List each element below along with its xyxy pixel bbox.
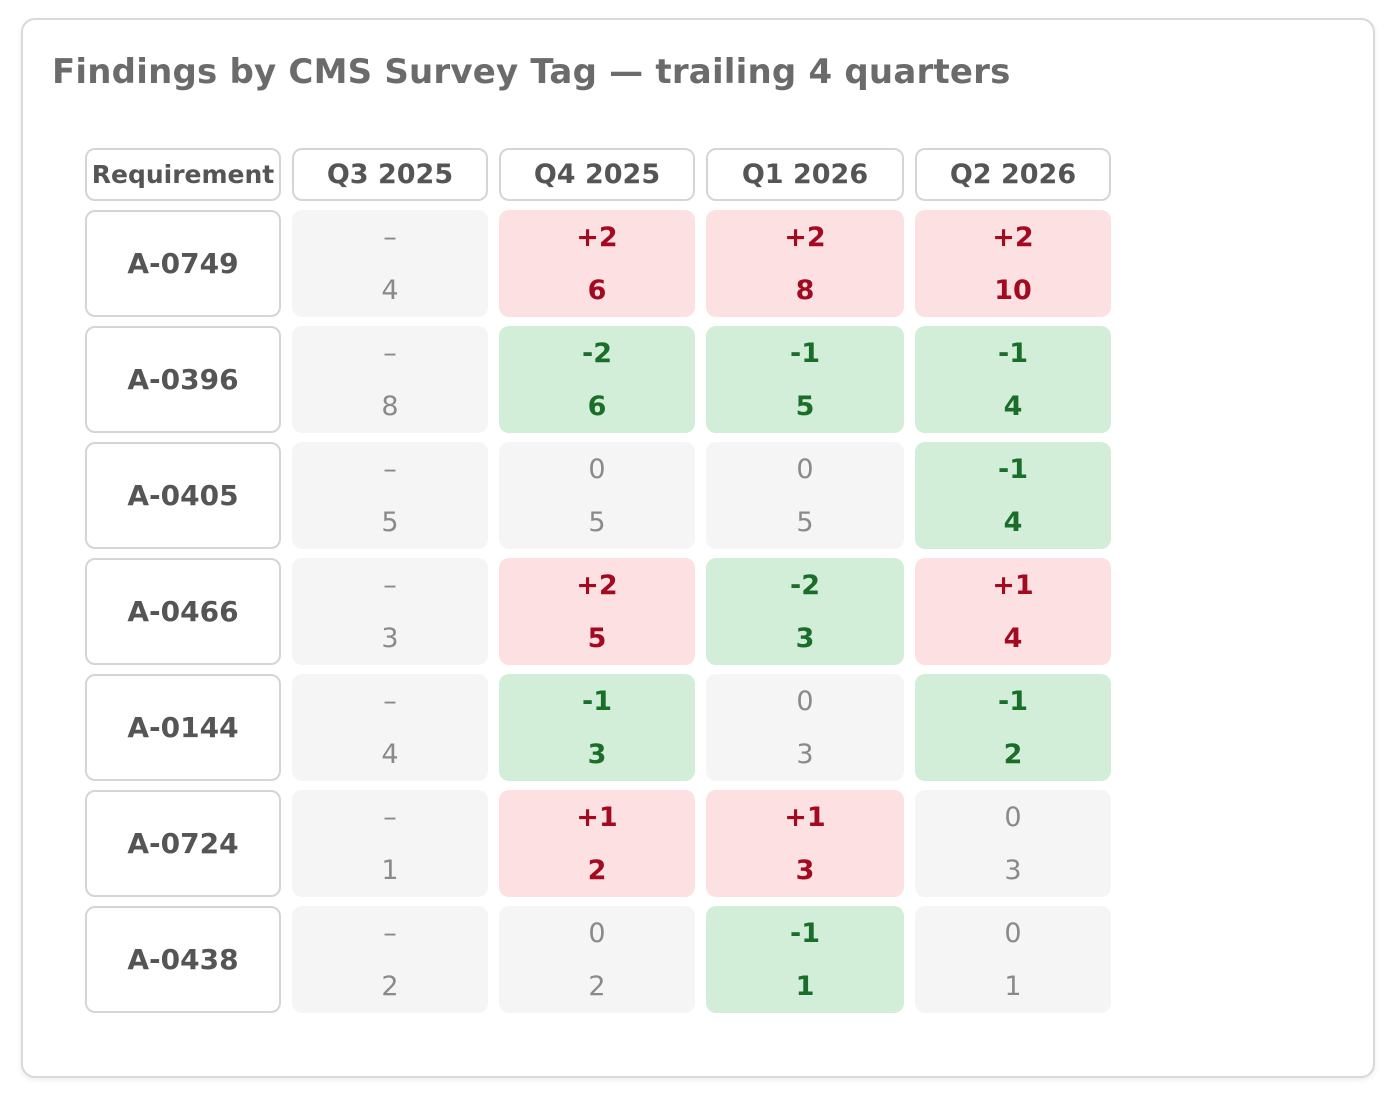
cell-delta: -2 xyxy=(582,338,612,369)
cell-delta: – xyxy=(383,686,397,717)
cell-delta: -1 xyxy=(998,454,1028,485)
cell-delta: – xyxy=(383,222,397,253)
cell-value: 6 xyxy=(587,275,607,306)
table-cell: -1 5 xyxy=(706,326,904,433)
cell-value: 1 xyxy=(795,971,815,1002)
row-label: A-0724 xyxy=(85,790,281,897)
table-cell: –1 xyxy=(292,790,488,897)
table-cell: +1 3 xyxy=(706,790,904,897)
cell-value: 3 xyxy=(795,623,815,654)
table-cell: -1 1 xyxy=(706,906,904,1013)
table-cell: –5 xyxy=(292,442,488,549)
cell-delta: 0 xyxy=(588,918,606,949)
table-cell: +1 4 xyxy=(915,558,1111,665)
table-cell: -1 4 xyxy=(915,442,1111,549)
cell-delta: +2 xyxy=(784,222,826,253)
cell-delta: -2 xyxy=(790,570,820,601)
cell-value: 5 xyxy=(588,507,606,538)
table-cell: +2 8 xyxy=(706,210,904,317)
cell-value: 6 xyxy=(587,391,607,422)
header-q1-2026: Q1 2026 xyxy=(706,148,904,201)
cell-delta: 0 xyxy=(588,454,606,485)
cell-value: 5 xyxy=(795,391,815,422)
cell-delta: -1 xyxy=(790,338,820,369)
cell-value: 3 xyxy=(1004,855,1022,886)
cell-delta: -1 xyxy=(998,338,1028,369)
table-cell: -1 4 xyxy=(915,326,1111,433)
cell-value: 5 xyxy=(796,507,814,538)
cell-delta: +1 xyxy=(576,802,618,833)
cell-value: 3 xyxy=(381,623,399,654)
cell-delta: – xyxy=(383,802,397,833)
cell-value: 4 xyxy=(1003,507,1023,538)
cell-delta: 0 xyxy=(796,686,814,717)
cell-value: 2 xyxy=(587,855,607,886)
row-label: A-0466 xyxy=(85,558,281,665)
findings-table: Requirement Q3 2025 Q4 2025 Q1 2026 Q2 2… xyxy=(85,148,1111,1013)
table-cell: –2 xyxy=(292,906,488,1013)
cell-value: 5 xyxy=(381,507,399,538)
table-cell: –3 xyxy=(292,558,488,665)
table-cell: -1 2 xyxy=(915,674,1111,781)
cell-delta: +1 xyxy=(992,570,1034,601)
cell-value: 8 xyxy=(381,391,399,422)
table-cell: -2 3 xyxy=(706,558,904,665)
table-cell: -1 3 xyxy=(499,674,695,781)
header-q3-2025: Q3 2025 xyxy=(292,148,488,201)
table-cell: +2 10 xyxy=(915,210,1111,317)
cell-value: 10 xyxy=(994,275,1032,306)
table-cell: +2 6 xyxy=(499,210,695,317)
cell-value: 2 xyxy=(1003,739,1023,770)
row-label: A-0438 xyxy=(85,906,281,1013)
table-cell: –4 xyxy=(292,674,488,781)
row-label: A-0405 xyxy=(85,442,281,549)
cell-delta: +2 xyxy=(576,570,618,601)
cell-value: 2 xyxy=(381,971,399,1002)
cell-delta: 0 xyxy=(1004,918,1022,949)
cell-delta: – xyxy=(383,338,397,369)
cell-value: 3 xyxy=(587,739,607,770)
row-label: A-0749 xyxy=(85,210,281,317)
cell-delta: 0 xyxy=(1004,802,1022,833)
table-cell: +2 5 xyxy=(499,558,695,665)
cell-delta: – xyxy=(383,454,397,485)
cell-value: 4 xyxy=(381,739,399,770)
cell-delta: +2 xyxy=(576,222,618,253)
table-cell: -2 6 xyxy=(499,326,695,433)
header-q4-2025: Q4 2025 xyxy=(499,148,695,201)
chart-title: Findings by CMS Survey Tag — trailing 4 … xyxy=(52,52,1011,92)
table-cell: –4 xyxy=(292,210,488,317)
table-cell: +1 2 xyxy=(499,790,695,897)
cell-value: 4 xyxy=(1003,391,1023,422)
cell-value: 1 xyxy=(381,855,399,886)
cell-value: 3 xyxy=(795,855,815,886)
header-q2-2026: Q2 2026 xyxy=(915,148,1111,201)
cell-delta: +2 xyxy=(992,222,1034,253)
cell-value: 2 xyxy=(588,971,606,1002)
cell-value: 8 xyxy=(795,275,815,306)
cell-delta: +1 xyxy=(784,802,826,833)
table-cell: –8 xyxy=(292,326,488,433)
cell-delta: -1 xyxy=(790,918,820,949)
cell-value: 1 xyxy=(1004,971,1022,1002)
cell-value: 4 xyxy=(381,275,399,306)
row-label: A-0396 xyxy=(85,326,281,433)
cell-delta: 0 xyxy=(796,454,814,485)
cell-delta: – xyxy=(383,570,397,601)
cell-value: 4 xyxy=(1003,623,1023,654)
cell-delta: -1 xyxy=(998,686,1028,717)
cell-value: 5 xyxy=(587,623,607,654)
cell-delta: -1 xyxy=(582,686,612,717)
cell-value: 3 xyxy=(796,739,814,770)
header-requirement: Requirement xyxy=(85,148,281,201)
cell-delta: – xyxy=(383,918,397,949)
row-label: A-0144 xyxy=(85,674,281,781)
